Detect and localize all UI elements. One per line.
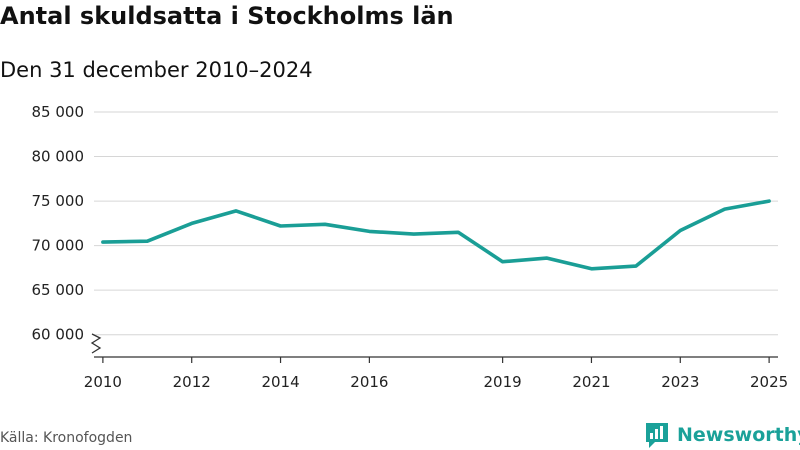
x-axis-labels: 2010 2012 2014 2016 2019 2021 2023 2025: [84, 373, 788, 391]
axis-break-icon: [90, 333, 102, 354]
x-tick-label: 2025: [750, 373, 788, 391]
y-tick-label: 70 000: [32, 237, 85, 255]
x-axis: [90, 333, 778, 363]
chart-title: Antal skuldsatta i Stockholms län: [0, 2, 454, 30]
series-line-0: [101, 199, 771, 271]
x-tick-label: 2014: [261, 373, 299, 391]
y-tick-label: 75 000: [32, 192, 85, 210]
x-tick-label: 2023: [661, 373, 699, 391]
y-axis-labels: 60 000 65 000 70 000 75 000 80 000 85 000: [32, 103, 85, 344]
chart-subtitle: Den 31 december 2010–2024: [0, 58, 313, 82]
y-tick-label: 85 000: [32, 103, 85, 121]
y-tick-label: 65 000: [32, 281, 85, 299]
y-tick-label: 80 000: [32, 148, 85, 166]
bar-chart-logo-icon: [646, 423, 668, 448]
y-tick-label: 60 000: [32, 326, 85, 344]
x-tick-label: 2012: [173, 373, 211, 391]
x-tick-label: 2021: [572, 373, 610, 391]
source-note: Källa: Kronofogden: [0, 430, 133, 446]
series-lines: [101, 199, 771, 271]
x-tick-label: 2016: [350, 373, 388, 391]
brand-logo: Newsworthy: [644, 421, 800, 449]
x-tick-label: 2010: [84, 373, 122, 391]
x-tick-label: 2019: [484, 373, 522, 391]
brand-name: Newsworthy: [677, 424, 800, 446]
